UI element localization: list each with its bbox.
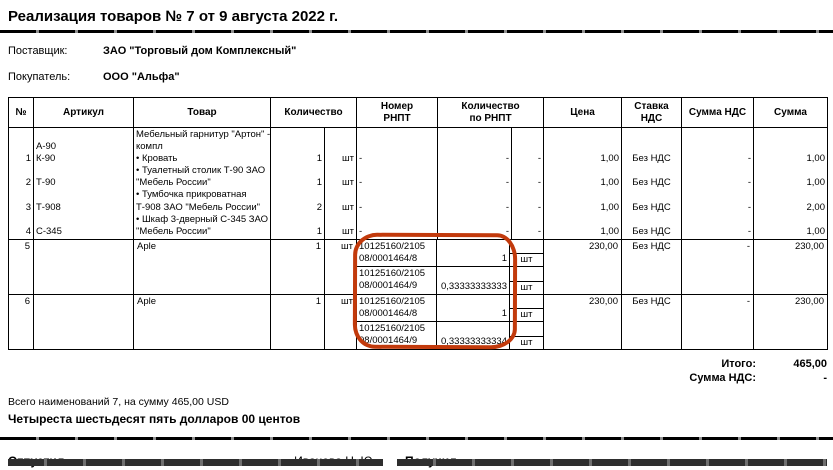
rnpt-unit: шт	[510, 280, 543, 294]
rnpt-number: 10125160/2105 08/0001464/8	[358, 240, 437, 266]
header-qty: Количество	[270, 97, 357, 128]
rnpt-qty: 1	[437, 295, 510, 321]
header-no: №	[8, 97, 34, 128]
block-vat-rate-cell: Без НДС Без НДС Без НДС Без НДС	[621, 127, 682, 240]
header-vat-sum: Сумма НДС	[681, 97, 754, 128]
rnpt-qty: 1	[437, 240, 510, 266]
item-rnpt-group: 10125160/2105 08/0001464/8 1 шт 10125160…	[356, 238, 544, 295]
goods-table: № Артикул Товар Количество Номер РНПТ Ко…	[8, 97, 828, 350]
rnpt-number: 10125160/2105 08/0001464/9	[358, 321, 437, 349]
block-rnpt-qty-cell: - - - -	[437, 127, 512, 240]
item-article	[33, 238, 134, 295]
page-title: Реализация товаров № 7 от 9 августа 2022…	[8, 8, 339, 25]
block-rnpt-number-cell: - - - -	[356, 127, 438, 240]
buyer-value: ООО "Альфа"	[103, 71, 180, 83]
item-article	[33, 293, 134, 350]
total-value: 465,00	[793, 357, 827, 370]
header-sum: Сумма	[753, 97, 828, 128]
item-vat-sum: -	[681, 238, 754, 295]
item-unit: шт	[324, 293, 357, 350]
rnpt-unit-cell: шт	[510, 322, 543, 349]
block-unit-cell: шт шт шт шт	[324, 127, 357, 240]
item-sum: 230,00	[753, 238, 828, 295]
supplier-value: ЗАО "Торговый дом Комплексный"	[103, 45, 297, 57]
items-summary-line: Всего наименований 7, на сумму 465,00 US…	[8, 395, 229, 408]
totals-block: Итого: 465,00 Сумма НДС: -	[8, 357, 827, 385]
rnpt-subrow: 10125160/2105 08/0001464/8 1 шт	[357, 295, 543, 322]
rnpt-unit-cell: шт	[510, 240, 543, 266]
block-article-cell: А-90 К-90 Т-90 Т-908 С-345	[33, 127, 134, 240]
rnpt-number: 10125160/2105 08/0001464/9	[358, 266, 437, 294]
item-price: 230,00	[543, 293, 622, 350]
item-product: Aple	[133, 238, 271, 295]
supplier-label: Поставщик:	[8, 45, 68, 57]
total-row: Итого: 465,00	[8, 357, 827, 371]
item-price: 230,00	[543, 238, 622, 295]
amount-in-words: Четыреста шестьдесят пять долларов 00 це…	[8, 411, 301, 426]
block-rnpt-unit-cell: - - - -	[511, 127, 544, 240]
rnpt-unit: шт	[510, 335, 543, 349]
block-qty-cell: 1 1 2 1	[270, 127, 325, 240]
footer-divider	[0, 436, 833, 440]
item-sum: 230,00	[753, 293, 828, 350]
header-price: Цена	[543, 97, 622, 128]
rnpt-qty: 0,33333333333	[437, 266, 510, 294]
rnpt-unit: шт	[510, 307, 543, 321]
block-sum-cell: 1,00 1,00 2,00 1,00	[753, 127, 828, 240]
supplier-row: Поставщик: ЗАО "Торговый дом Комплексный"	[8, 45, 833, 58]
total-label: Итого:	[721, 357, 756, 370]
item-qty: 1	[270, 293, 325, 350]
rnpt-subrow: 10125160/2105 08/0001464/9 0,33333333334…	[358, 321, 543, 349]
furniture-set-block-rows: 1 2 3 4 А-90 К-90 Т-90 Т-908 С-345 Мебел…	[8, 127, 828, 240]
vat-total-value: -	[823, 371, 827, 384]
released-signature-line	[8, 459, 383, 466]
rnpt-unit-cell: шт	[510, 295, 543, 321]
header-vat-rate: Ставка НДС	[621, 97, 682, 128]
header-rnpt-number: Номер РНПТ	[356, 97, 438, 128]
rnpt-number: 10125160/2105 08/0001464/8	[358, 295, 437, 321]
item-rnpt-group: 10125160/2105 08/0001464/8 1 шт 10125160…	[356, 293, 544, 350]
block-price-cell: 1,00 1,00 1,00 1,00	[543, 127, 622, 240]
item-no: 5	[8, 238, 34, 295]
buyer-label: Покупатель:	[8, 71, 71, 83]
header-product: Товар	[133, 97, 271, 128]
item-unit: шт	[324, 238, 357, 295]
received-signature-line	[397, 459, 827, 466]
item-qty: 1	[270, 238, 325, 295]
item-vat-rate: Без НДС	[621, 238, 682, 295]
header-article: Артикул	[33, 97, 134, 128]
block-product-cell: Мебельный гарнитур "Артон" - 1 компл • К…	[133, 127, 271, 240]
header-rnpt-qty: Количество по РНПТ	[437, 97, 544, 128]
rnpt-subrow: 10125160/2105 08/0001464/8 1 шт	[357, 240, 543, 267]
title-divider	[0, 30, 833, 33]
parties-block: Поставщик: ЗАО "Торговый дом Комплексный"…	[8, 45, 833, 84]
item-row-6: 6 Aple 1 шт 10125160/2105 08/0001464/8 1…	[8, 293, 828, 350]
item-row-5: 5 Aple 1 шт 10125160/2105 08/0001464/8 1…	[8, 238, 828, 295]
rnpt-subrow: 10125160/2105 08/0001464/9 0,33333333333…	[358, 266, 543, 294]
item-vat-sum: -	[681, 293, 754, 350]
vat-total-label: Сумма НДС:	[689, 371, 756, 384]
rnpt-qty: 0,33333333334	[437, 321, 510, 349]
item-vat-rate: Без НДС	[621, 293, 682, 350]
table-header-row: № Артикул Товар Количество Номер РНПТ Ко…	[8, 97, 828, 128]
rnpt-unit: шт	[510, 252, 543, 266]
block-no-cell: 1 2 3 4	[8, 127, 34, 240]
buyer-row: Покупатель: ООО "Альфа"	[8, 71, 833, 84]
block-vat-sum-cell: - - - -	[681, 127, 754, 240]
sales-document-page: Реализация товаров № 7 от 9 августа 2022…	[0, 8, 833, 468]
vat-total-row: Сумма НДС: -	[8, 371, 827, 385]
item-product: Aple	[133, 293, 271, 350]
rnpt-unit-cell: шт	[510, 267, 543, 294]
item-no: 6	[8, 293, 34, 350]
